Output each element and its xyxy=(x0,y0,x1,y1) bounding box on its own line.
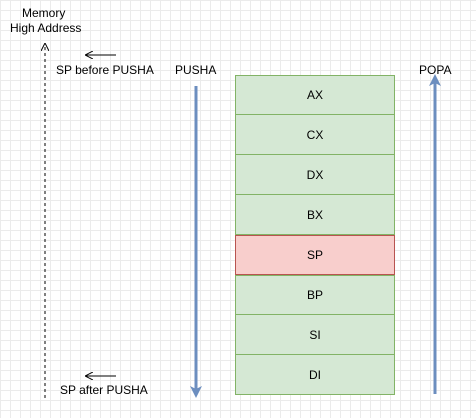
stack-cell-label: AX xyxy=(306,88,323,102)
popa-label: POPA xyxy=(419,63,452,77)
sp-after-pusha-label: SP after PUSHA xyxy=(60,383,148,397)
stack-cell-label: CX xyxy=(306,127,324,142)
stack-cell-label: BP xyxy=(306,288,323,302)
stack-cell-bx: BX xyxy=(235,195,395,235)
stack-cell-dx: DX xyxy=(235,155,395,195)
stack-cell-label: SP xyxy=(306,248,323,262)
sp-before-pusha-label: SP before PUSHA xyxy=(56,63,154,77)
stack-cell-cx: CX xyxy=(235,115,395,155)
stack-cell-label: DX xyxy=(306,167,324,182)
register-stack: AX CX DX BX SP BP SI DI xyxy=(235,75,395,395)
stack-cell-si: SI xyxy=(235,315,395,355)
stack-cell-label: DI xyxy=(309,367,321,382)
high-address-label: High Address xyxy=(10,21,82,35)
stack-cell-ax: AX xyxy=(235,75,395,115)
pusha-label: PUSHA xyxy=(175,63,217,77)
stack-cell-label: BX xyxy=(306,207,323,222)
stack-cell-label: SI xyxy=(309,327,321,342)
stack-cell-di: DI xyxy=(235,355,395,395)
stack-cell-sp: SP xyxy=(235,235,395,275)
memory-label: Memory xyxy=(22,6,66,20)
stack-cell-bp: BP xyxy=(235,275,395,315)
